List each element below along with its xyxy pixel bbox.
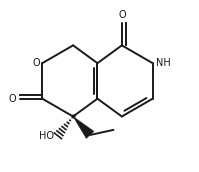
Text: O: O bbox=[118, 10, 126, 20]
Polygon shape bbox=[73, 116, 94, 138]
Text: O: O bbox=[8, 94, 16, 104]
Text: O: O bbox=[32, 58, 40, 68]
Text: HO: HO bbox=[39, 131, 54, 141]
Text: NH: NH bbox=[156, 58, 171, 68]
